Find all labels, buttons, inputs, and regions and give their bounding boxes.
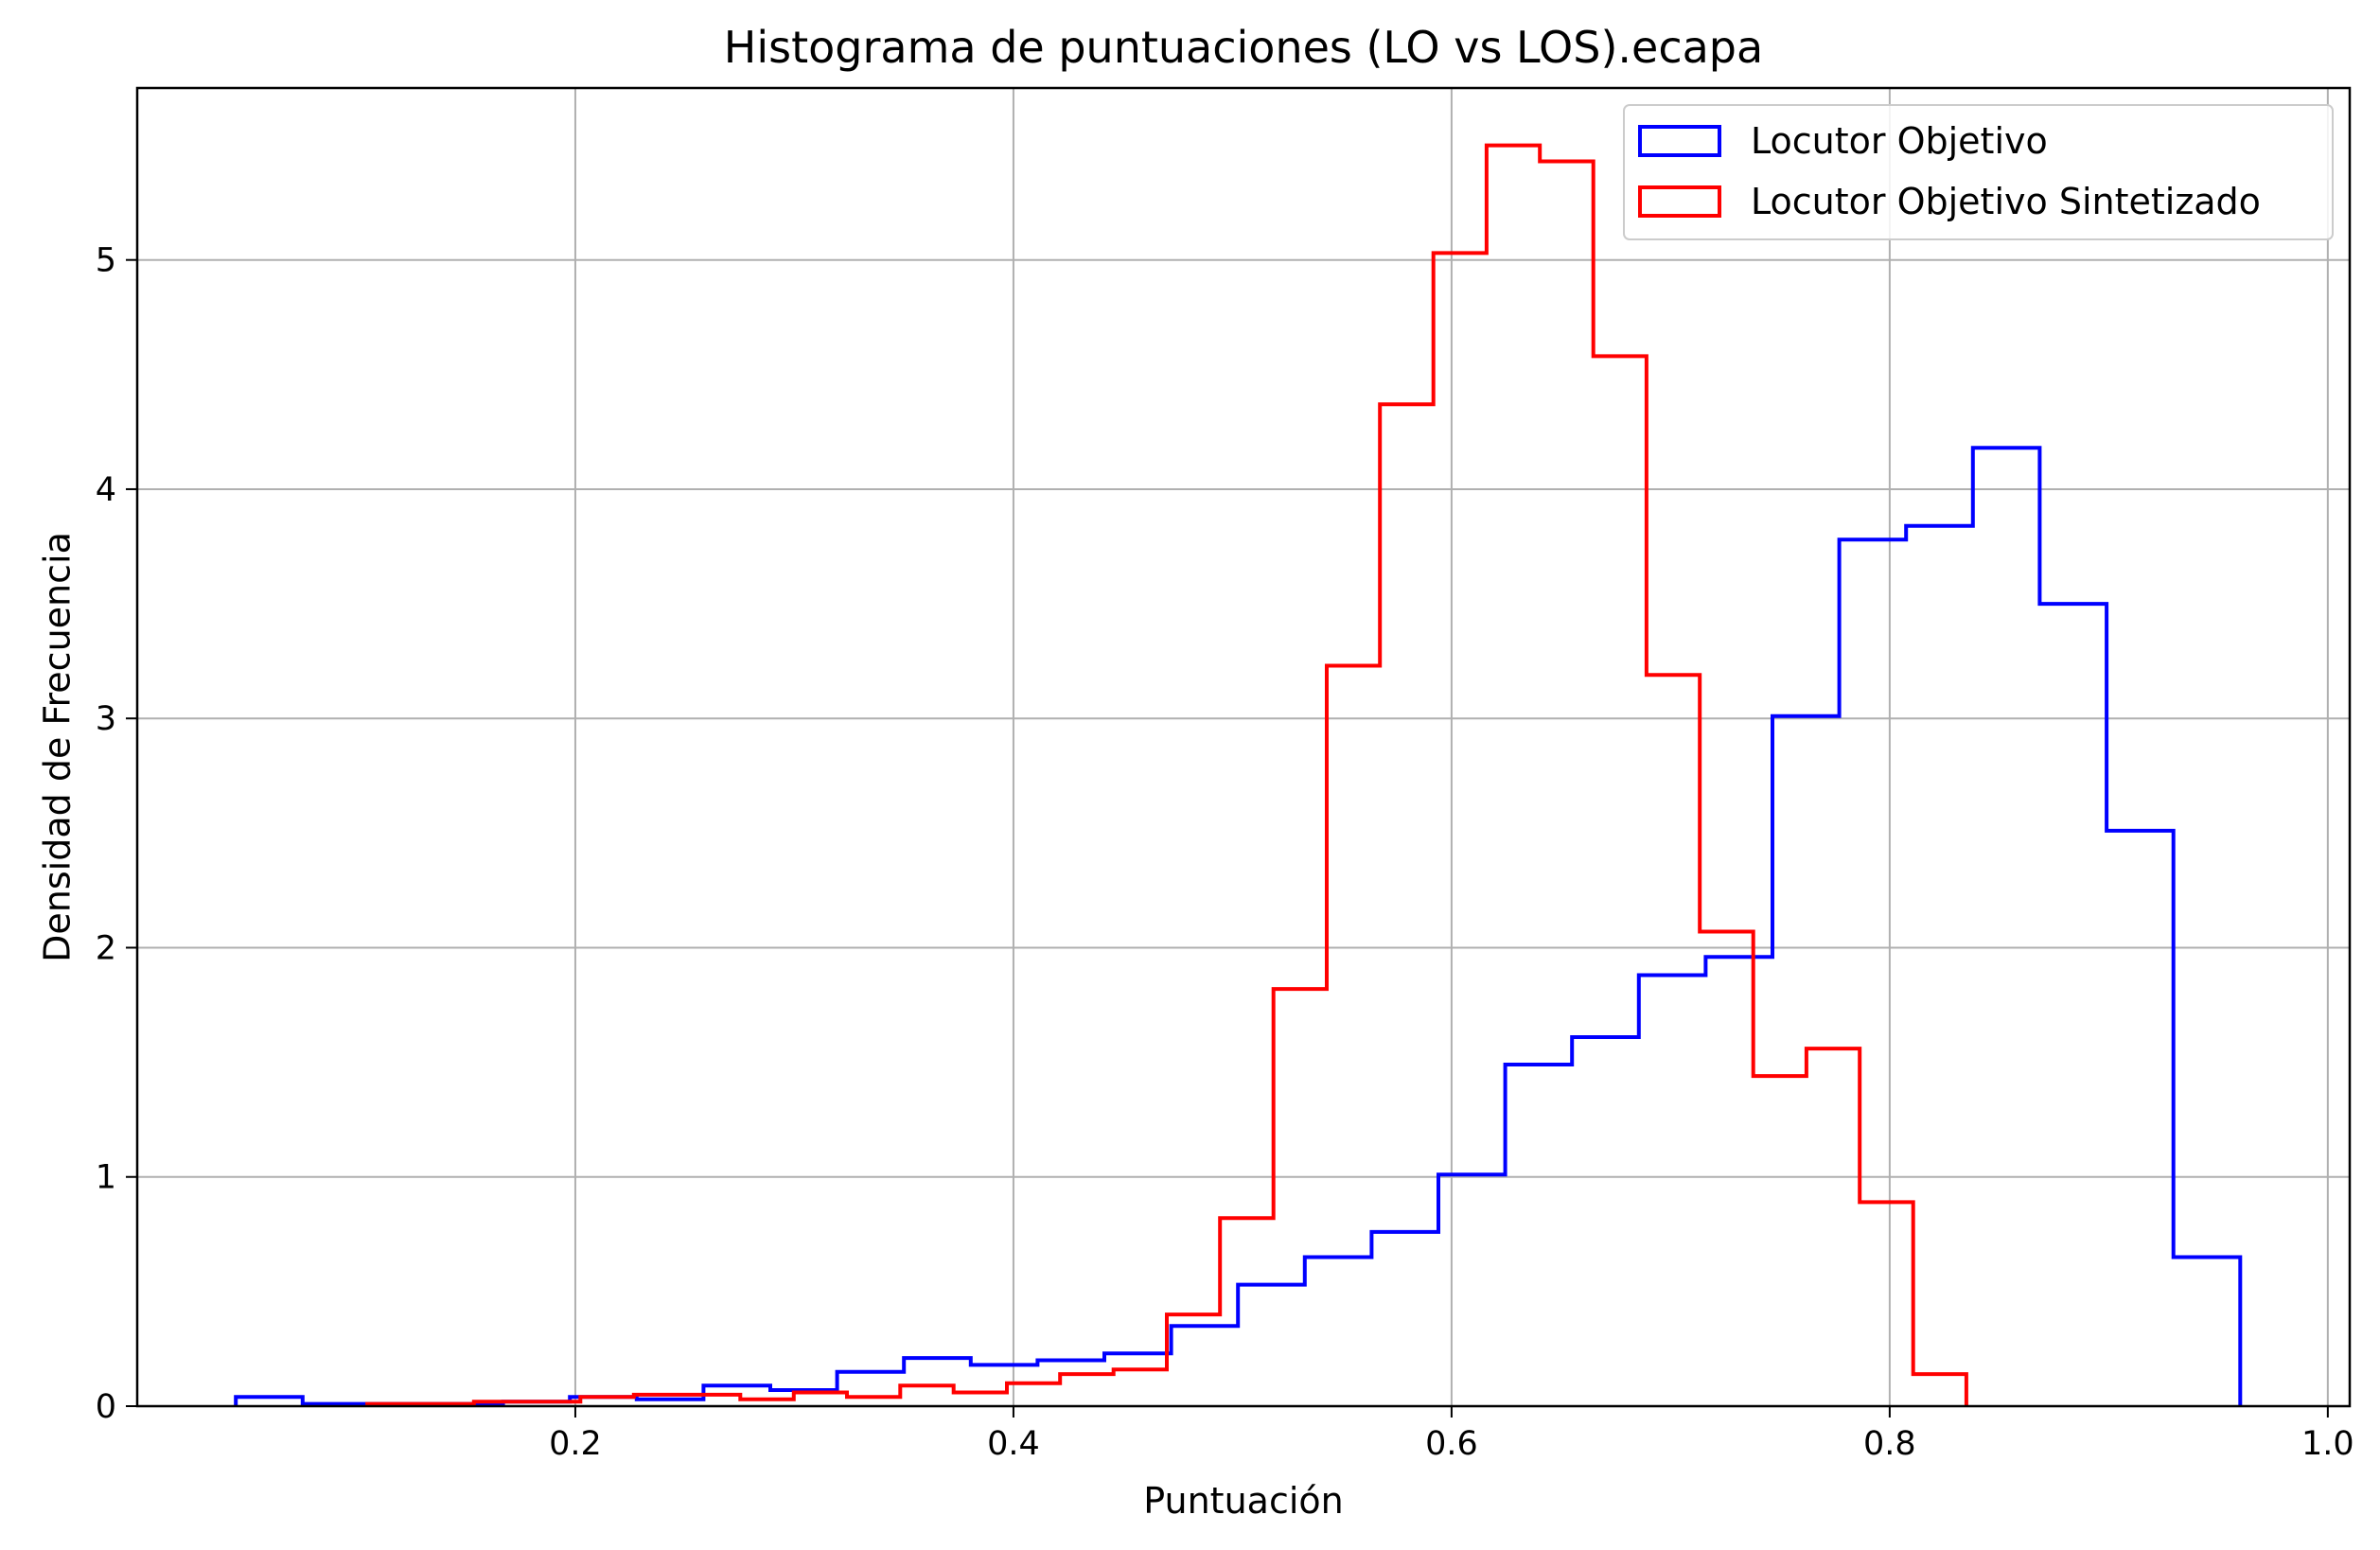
legend-label: Locutor Objetivo Sintetizado [1751, 181, 2261, 222]
x-tick-label: 1.0 [2301, 1425, 2354, 1463]
legend-label: Locutor Objetivo [1751, 120, 2048, 162]
legend-swatch [1638, 125, 1721, 157]
x-tick-label: 0.8 [1863, 1425, 1916, 1463]
legend-swatch [1638, 185, 1721, 218]
axis-ticks: 0.2 0.4 0.6 0.8 1.0 0 1 2 3 4 5 [96, 242, 2354, 1463]
x-tick-label: 0.2 [549, 1425, 602, 1463]
y-tick-label: 2 [96, 929, 116, 967]
legend-box [1623, 104, 2334, 240]
chart-title: Histograma de puntuaciones (LO vs LOS).e… [724, 22, 1763, 73]
y-tick-label: 0 [96, 1388, 116, 1426]
histogram-series-2 [365, 143, 1968, 1406]
grid-lines [137, 88, 2350, 1407]
x-tick-label: 0.6 [1425, 1425, 1478, 1463]
plot-frame [135, 86, 2352, 1408]
y-tick-label: 1 [96, 1159, 116, 1197]
legend: Locutor Objetivo Locutor Objetivo Sinteti… [1623, 104, 2334, 240]
y-tick-label: 3 [96, 700, 116, 738]
y-tick-label: 5 [96, 242, 116, 280]
x-axis-label: Puntuación [1143, 1480, 1343, 1522]
y-axis-label: Densidad de Frecuencia [36, 532, 78, 962]
y-tick-label: 4 [96, 471, 116, 509]
x-tick-label: 0.4 [987, 1425, 1040, 1463]
series-layer [234, 143, 2243, 1406]
